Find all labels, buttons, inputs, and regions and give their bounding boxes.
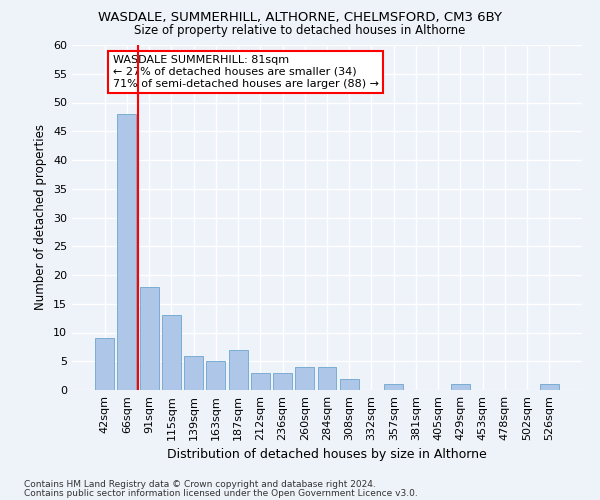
Bar [184,356,203,390]
X-axis label: Distribution of detached houses by size in Althorne: Distribution of detached houses by size … [167,448,487,462]
Bar [317,367,337,390]
Bar [451,384,470,390]
Bar [273,373,292,390]
Bar [340,378,359,390]
Bar [229,350,248,390]
Bar [295,367,314,390]
Bar [118,114,136,390]
Bar [384,384,403,390]
Text: Contains HM Land Registry data © Crown copyright and database right 2024.: Contains HM Land Registry data © Crown c… [24,480,376,489]
Text: WASDALE, SUMMERHILL, ALTHORNE, CHELMSFORD, CM3 6BY: WASDALE, SUMMERHILL, ALTHORNE, CHELMSFOR… [98,11,502,24]
Bar [251,373,270,390]
Bar [95,338,114,390]
Bar [140,286,158,390]
Y-axis label: Number of detached properties: Number of detached properties [34,124,47,310]
Bar [206,361,225,390]
Bar [540,384,559,390]
Text: WASDALE SUMMERHILL: 81sqm
← 27% of detached houses are smaller (34)
71% of semi-: WASDALE SUMMERHILL: 81sqm ← 27% of detac… [113,56,379,88]
Text: Size of property relative to detached houses in Althorne: Size of property relative to detached ho… [134,24,466,37]
Bar [162,316,181,390]
Text: Contains public sector information licensed under the Open Government Licence v3: Contains public sector information licen… [24,488,418,498]
